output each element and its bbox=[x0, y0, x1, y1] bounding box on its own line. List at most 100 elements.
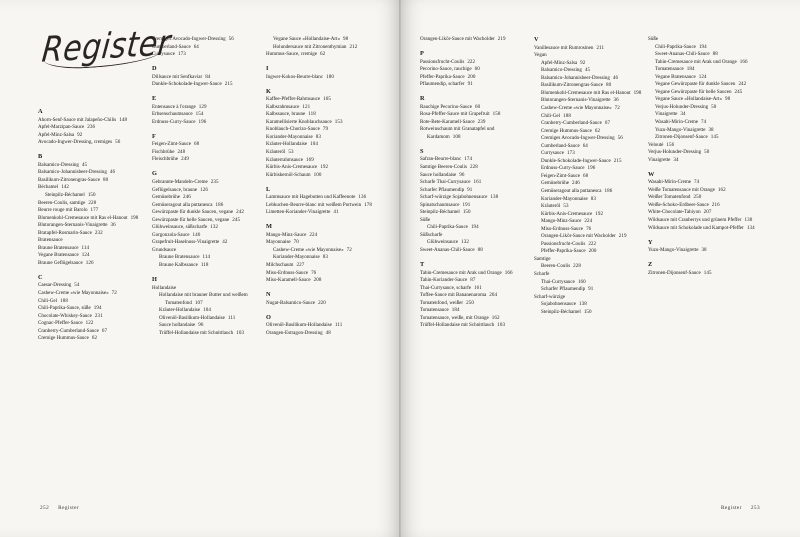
index-entry-group[interactable]: Scharfe bbox=[534, 271, 642, 279]
index-entry[interactable]: Cashew-Creme »wie Mayonnaise« 72 bbox=[534, 105, 642, 113]
index-entry[interactable]: Weißer Tomatenfond 250 bbox=[648, 194, 756, 202]
index-entry[interactable]: Balsamico-Johannisbeer-Dressing 46 bbox=[38, 169, 146, 177]
index-entry[interactable]: Erdnuss-Curry-Sauce 196 bbox=[534, 165, 642, 173]
index-entry[interactable]: Blutorangen-Sternanis-Vinaigrette 36 bbox=[38, 222, 146, 230]
index-entry[interactable]: Steinpilz-Béchamel 150 bbox=[420, 209, 528, 217]
index-entry[interactable]: Pecorino-Sauce, rauchige 60 bbox=[420, 66, 528, 74]
index-entry[interactable]: Scharfer Pflaumendip 91 bbox=[534, 286, 642, 294]
index-entry[interactable]: Thai-Currysauce 160 bbox=[534, 279, 642, 287]
index-entry[interactable]: Sweet-Ananas-Chili-Sauce 88 bbox=[648, 51, 756, 59]
index-entry[interactable]: Balsamico-Dressing 45 bbox=[534, 67, 642, 75]
index-entry[interactable]: Weiße-Schoko-Erdbeer-Sauce 216 bbox=[648, 202, 756, 210]
index-entry[interactable]: Ingwer-Kokos-Beurre-blanc 180 bbox=[266, 74, 374, 82]
index-entry[interactable]: Braune Geflügelsauce 126 bbox=[38, 260, 146, 268]
index-entry[interactable]: Vegane Gewürzpaste für dunkle Saucen 242 bbox=[648, 81, 756, 89]
index-entry-group[interactable]: Grundsauce bbox=[152, 247, 260, 255]
index-entry[interactable]: Kalbsrahmsauce 121 bbox=[266, 104, 374, 112]
index-entry[interactable]: Glühweinsauce 132 bbox=[420, 239, 528, 247]
index-entry[interactable]: Kürbiskernöl-Schaum 100 bbox=[266, 172, 374, 180]
index-entry-group[interactable]: Scharf-würzige bbox=[534, 294, 642, 302]
index-entry[interactable]: Miso-Erdnuss-Sauce 76 bbox=[266, 270, 374, 278]
index-entry[interactable]: Basilikum-Zitronengras-Sauce 80 bbox=[38, 177, 146, 185]
index-entry[interactable]: Ahorn-Senf-Sauce mit Jalapeño-Chilis 148 bbox=[38, 117, 146, 125]
index-entry[interactable]: Vegane Sauce »Hollandaise-Art« 98 bbox=[266, 36, 374, 44]
index-entry[interactable]: Orangen-Likör-Sauce mit Wacholder 219 bbox=[534, 233, 642, 241]
index-entry[interactable]: Gemüseragout alla puttanesca 186 bbox=[534, 188, 642, 196]
index-entry[interactable]: Avocado-Ingwer-Dressing, cremiges 56 bbox=[38, 139, 146, 147]
index-entry[interactable]: Braune Bratensauce 114 bbox=[152, 254, 260, 262]
index-entry[interactable]: Passionsfrucht-Coulis 222 bbox=[534, 241, 642, 249]
index-entry[interactable]: Koriander-Mayonnaise 83 bbox=[534, 196, 642, 204]
index-entry[interactable]: Balsamico-Dressing 45 bbox=[38, 162, 146, 170]
index-entry[interactable]: Tahin-Koriander-Sauce 87 bbox=[420, 277, 528, 285]
index-entry[interactable]: Mango-Minz-Sauce 224 bbox=[534, 218, 642, 226]
index-entry[interactable]: Cognac-Pfeffer-Sauce 122 bbox=[38, 320, 146, 328]
index-entry[interactable]: Beeren-Coulis, samtige 228 bbox=[38, 200, 146, 208]
index-entry[interactable]: Caesar-Dressing 54 bbox=[38, 282, 146, 290]
index-entry[interactable]: White-Chocolate-Tahiyon 207 bbox=[648, 209, 756, 217]
index-entry[interactable]: Balsamico-Johannisbeer-Dressing 46 bbox=[534, 75, 642, 83]
index-entry[interactable]: Spinatschaumsauce 191 bbox=[420, 202, 528, 210]
index-entry[interactable]: Glühweinsauce, süßscharfe 132 bbox=[152, 224, 260, 232]
index-entry[interactable]: Wasabi-Mirin-Creme 74 bbox=[648, 179, 756, 187]
index-entry[interactable]: Passionsfrucht-Coulis 222 bbox=[420, 59, 528, 67]
index-entry[interactable]: Lammsauce mit Hagebutten und Kaffeenote 1… bbox=[266, 194, 374, 202]
index-entry[interactable]: Blutorangen-Sternanis-Vinaigrette 36 bbox=[534, 97, 642, 105]
index-entry[interactable]: Chili-Paprika-Sauce 194 bbox=[420, 224, 528, 232]
index-entry[interactable]: Verjus-Holunder-Dressing 50 bbox=[648, 149, 756, 157]
index-entry[interactable]: Chili-Gel 188 bbox=[38, 298, 146, 306]
index-entry[interactable]: Rosa-Pfeffer-Sauce mit Grapefruit 158 bbox=[420, 111, 528, 119]
index-entry[interactable]: Kürbis-Anis-Cremesauce 192 bbox=[266, 164, 374, 172]
index-entry[interactable]: Geflügelsauce, braune 126 bbox=[152, 187, 260, 195]
index-entry[interactable]: Grapefruit-Haselnuss-Vinaigrette 42 bbox=[152, 239, 260, 247]
index-entry[interactable]: Vegane Gewürzpaste für helle Saucen 245 bbox=[648, 89, 756, 97]
index-entry[interactable]: Vegane Bratensauce 124 bbox=[38, 252, 146, 260]
index-entry[interactable]: Bratapfel-Rosmarin-Sauce 232 bbox=[38, 230, 146, 238]
index-entry[interactable]: Blumenkohl-Cremesauce mit Ras el-Hanout 1… bbox=[534, 90, 642, 98]
index-entry[interactable]: Braune Bratensauce 114 bbox=[38, 245, 146, 253]
index-entry[interactable]: Safran-Beurre-blanc 174 bbox=[420, 156, 528, 164]
index-entry[interactable]: Sweet-Ananas-Chili-Sauce 88 bbox=[420, 247, 528, 255]
index-entry[interactable]: Feigen-Zimt-Sauce 68 bbox=[152, 141, 260, 149]
index-entry[interactable]: Olivenöl-Basilikum-Hollandaise 111 bbox=[152, 315, 260, 323]
index-entry[interactable]: Blumenkohl-Cremesauce mit Ras el-Hanout 1… bbox=[38, 215, 146, 223]
index-entry[interactable]: Toffee-Sauce mit Bananenaroma 204 bbox=[420, 292, 528, 300]
index-entry[interactable]: Kräuterrahmsauce 169 bbox=[266, 157, 374, 165]
index-entry[interactable]: Sauce hollandaise 96 bbox=[152, 322, 260, 330]
index-entry[interactable]: Tomatensauce, weiße, mit Orange 162 bbox=[420, 315, 528, 323]
index-entry[interactable]: Rote-Bete-Karamell-Sauce 239 bbox=[420, 119, 528, 127]
index-entry[interactable]: Kräuter-Hollandaise 104 bbox=[266, 141, 374, 149]
index-entry[interactable]: Dunkle-Schokolade-Ingwer-Sauce 215 bbox=[152, 81, 260, 89]
index-entry-group[interactable]: Süßscharfe bbox=[420, 232, 528, 240]
index-entry[interactable]: Kräuter-Hollandaise 104 bbox=[152, 307, 260, 315]
index-entry[interactable]: Gorgonzola-Sauce 146 bbox=[152, 232, 260, 240]
index-entry[interactable]: Hummus-Sauce, cremige 62 bbox=[266, 51, 374, 59]
index-entry-group[interactable]: Vegan bbox=[534, 52, 642, 60]
index-entry[interactable]: Vanillesauce mit Rumrosinen 211 bbox=[534, 45, 642, 53]
index-entry[interactable]: Basilikum-Zitronengras-Sauce 80 bbox=[534, 82, 642, 90]
index-entry[interactable]: Vegane Bratensauce 124 bbox=[648, 74, 756, 82]
index-entry[interactable]: Gemüsebrühe 246 bbox=[152, 194, 260, 202]
index-entry[interactable]: Orangen-Estragon-Dressing 48 bbox=[266, 330, 374, 338]
index-entry[interactable]: Koriander-Mayonnaise 83 bbox=[266, 134, 374, 142]
index-entry[interactable]: Velouté 156 bbox=[648, 142, 756, 150]
index-entry[interactable]: Tomatensauce 184 bbox=[648, 66, 756, 74]
index-entry[interactable]: Cremiges Avocado-Ingwer-Dressing 56 bbox=[152, 36, 260, 44]
index-entry[interactable]: Wildsauce mit Cranberrys und grünem Pfef… bbox=[648, 217, 756, 225]
index-entry-group[interactable]: Hollandaise bbox=[152, 285, 260, 293]
index-entry[interactable]: Yuzu-Mango-Vinaigrette 38 bbox=[648, 127, 756, 135]
index-entry[interactable]: Currysauce 173 bbox=[152, 51, 260, 59]
index-entry[interactable]: Vinaigrette 34 bbox=[648, 111, 756, 119]
index-entry[interactable]: Pfeffer-Paprika-Sauce 200 bbox=[420, 74, 528, 82]
index-entry[interactable]: Scharfe Thai-Currysauce 161 bbox=[420, 179, 528, 187]
index-entry[interactable]: Mayonnaise 70 bbox=[266, 239, 374, 247]
index-entry[interactable]: Gemüseragout alla puttanesca 186 bbox=[152, 202, 260, 210]
index-entry[interactable]: Wildsauce mit Schokolade und Kampot-Pfef… bbox=[648, 225, 756, 233]
index-entry[interactable]: Kräuteröl 53 bbox=[534, 203, 642, 211]
index-entry[interactable]: Gemüsebrühe 246 bbox=[534, 180, 642, 188]
index-entry[interactable]: Vegane Sauce »Hollandaise-Art« 98 bbox=[648, 96, 756, 104]
index-entry[interactable]: Cranberry-Cumberland-Sauce 67 bbox=[534, 120, 642, 128]
index-entry[interactable]: Cranberry-Cumberland-Sauce 67 bbox=[38, 328, 146, 336]
index-entry[interactable]: Pfeffer-Paprika-Sauce 200 bbox=[534, 248, 642, 256]
index-entry[interactable]: Rotweinschaum mit Granatapfel und Kardam… bbox=[420, 126, 528, 141]
